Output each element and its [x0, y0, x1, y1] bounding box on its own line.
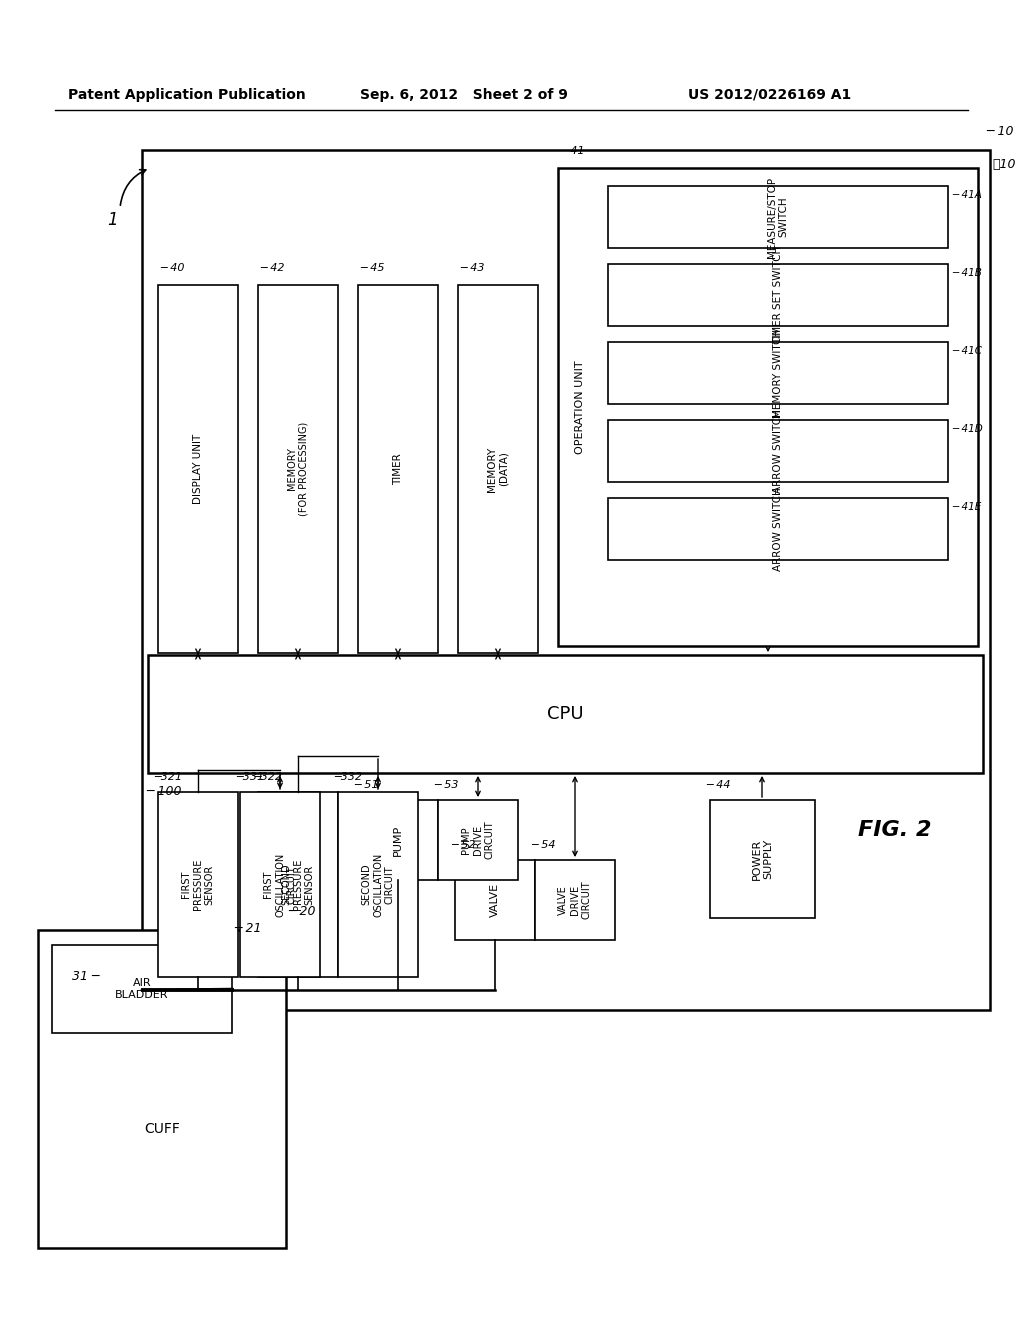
Text: SECOND
PRESSURE
SENSOR: SECOND PRESSURE SENSOR	[282, 859, 314, 911]
Text: OPERATION UNIT: OPERATION UNIT	[575, 360, 585, 454]
Text: ─ 53: ─ 53	[434, 780, 459, 789]
Text: Sep. 6, 2012   Sheet 2 of 9: Sep. 6, 2012 Sheet 2 of 9	[360, 88, 568, 102]
Bar	[148, 655, 983, 774]
Text: ARROW SWITCH: ARROW SWITCH	[773, 487, 783, 570]
Text: FIRST
PRESSURE
SENSOR: FIRST PRESSURE SENSOR	[181, 859, 215, 911]
Text: CPU: CPU	[547, 705, 584, 723]
Text: CUFF: CUFF	[144, 1122, 180, 1137]
Bar	[558, 168, 978, 645]
Text: ─ 41E: ─ 41E	[952, 502, 981, 512]
Text: ─ 21: ─ 21	[234, 921, 261, 935]
Text: TIMER: TIMER	[393, 453, 403, 484]
Text: ─ 41: ─ 41	[560, 147, 585, 156]
Text: MEASURE/STOP
SWITCH: MEASURE/STOP SWITCH	[767, 177, 788, 257]
Bar	[608, 342, 948, 404]
Text: TIMER SET SWITCH: TIMER SET SWITCH	[773, 246, 783, 345]
Text: ─ 45: ─ 45	[360, 263, 384, 273]
Bar	[608, 498, 948, 560]
Bar	[38, 931, 286, 1247]
Text: MEMORY
(FOR PROCESSING): MEMORY (FOR PROCESSING)	[287, 422, 309, 516]
Text: SECOND
OSCILLATION
CIRCUIT: SECOND OSCILLATION CIRCUIT	[361, 853, 394, 916]
Text: ─ 51: ─ 51	[354, 780, 379, 789]
Text: ─ 44: ─ 44	[706, 780, 730, 789]
Text: ─ 41D: ─ 41D	[952, 424, 983, 434]
Text: ─ 42: ─ 42	[260, 263, 285, 273]
Bar	[608, 264, 948, 326]
Text: MEMORY
(DATA): MEMORY (DATA)	[487, 446, 509, 491]
Bar	[52, 945, 232, 1034]
Bar	[258, 792, 338, 977]
Text: ─321: ─321	[154, 772, 182, 781]
Bar	[710, 800, 815, 917]
Text: ─ 100: ─ 100	[146, 785, 181, 799]
Bar	[358, 800, 438, 880]
Text: ─ 20: ─ 20	[288, 906, 315, 917]
Text: VALVE: VALVE	[490, 883, 500, 917]
Text: ─322: ─322	[254, 772, 283, 781]
Text: Patent Application Publication: Patent Application Publication	[68, 88, 306, 102]
Bar	[158, 285, 238, 653]
Text: ─ 52: ─ 52	[451, 840, 475, 850]
Text: ─332: ─332	[334, 772, 362, 781]
Bar	[158, 792, 238, 977]
Text: MEMORY SWITCH: MEMORY SWITCH	[773, 329, 783, 417]
Bar	[338, 792, 418, 977]
Text: ─ 10: ─ 10	[986, 125, 1014, 139]
Bar	[608, 186, 948, 248]
Text: ─ 41A: ─ 41A	[952, 190, 982, 201]
Bar	[608, 420, 948, 482]
Bar	[438, 800, 518, 880]
Text: ARROW SWITCH: ARROW SWITCH	[773, 409, 783, 492]
Bar	[358, 285, 438, 653]
Text: POWER
SUPPLY: POWER SUPPLY	[752, 838, 773, 879]
Text: DISPLAY UNIT: DISPLAY UNIT	[193, 434, 203, 504]
Text: ─ 41C: ─ 41C	[952, 346, 982, 356]
Text: ─ 40: ─ 40	[160, 263, 184, 273]
Bar	[142, 150, 990, 1010]
Bar	[458, 285, 538, 653]
Text: ─ 54: ─ 54	[531, 840, 555, 850]
Text: PUMP: PUMP	[393, 825, 403, 855]
Text: US 2012/0226169 A1: US 2012/0226169 A1	[688, 88, 851, 102]
Text: FIG. 2: FIG. 2	[858, 820, 932, 840]
Text: ─ 43: ─ 43	[460, 263, 484, 273]
Text: ─331: ─331	[236, 772, 264, 781]
Text: ⌔10: ⌔10	[992, 158, 1016, 172]
Text: VALVE
DRIVE
CIRCUIT: VALVE DRIVE CIRCUIT	[558, 880, 592, 919]
Text: PUMP
DRIVE
CIRCUIT: PUMP DRIVE CIRCUIT	[462, 821, 495, 859]
Text: ─ 41B: ─ 41B	[952, 268, 982, 279]
Text: 31 ─: 31 ─	[73, 970, 100, 983]
Text: 1: 1	[106, 211, 118, 228]
Bar	[455, 861, 535, 940]
Text: FIRST
OSCILLATION
CIRCUIT: FIRST OSCILLATION CIRCUIT	[263, 853, 297, 916]
Bar	[258, 285, 338, 653]
Bar	[535, 861, 615, 940]
Bar	[240, 792, 319, 977]
Text: AIR
BLADDER: AIR BLADDER	[116, 978, 169, 999]
